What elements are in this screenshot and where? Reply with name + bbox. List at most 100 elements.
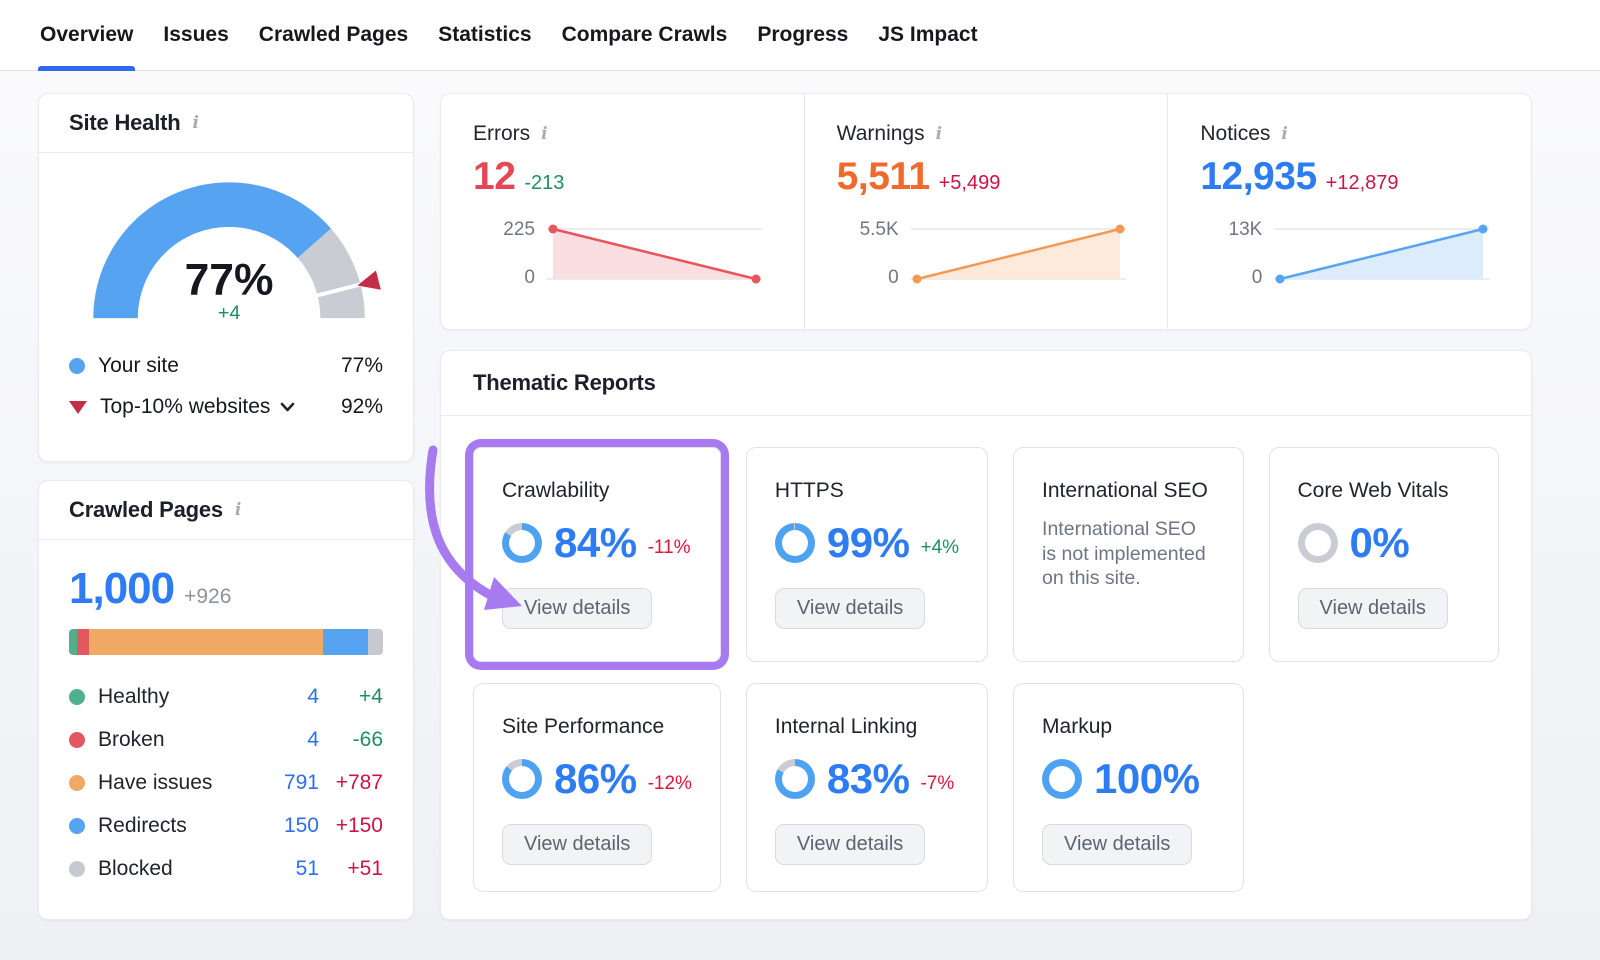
blocked-label: Blocked [98,857,173,880]
issues-summary-card: Errors i 12 -213 225 0 [440,93,1532,330]
crawled-total-change: +926 [184,585,232,608]
legend-row-broken: Broken 4 -66 [69,726,383,754]
warnings-sparkline [910,224,1126,284]
report-card-site-performance: Site Performance 86% -12% View details [473,683,721,892]
international-seo-note: International SEO is not implemented on … [1042,518,1206,589]
crawlability-title: Crawlability [502,479,610,502]
benchmark-label: Top-10% websites [100,395,271,418]
bar-segment-blocked [367,629,383,655]
markup-view-details-button[interactable]: View details [1042,824,1193,865]
legend-row-blocked: Blocked 51 +51 [69,855,383,883]
tab-crawled-pages[interactable]: Crawled Pages [258,23,409,46]
international-seo-title: International SEO [1042,479,1208,502]
errors-y-axis: 225 0 [503,219,535,288]
notices-value: 12,935 [1200,155,1317,198]
tab-overview[interactable]: Overview [38,0,136,71]
errors-section: Errors i 12 -213 225 0 [441,94,804,329]
warnings-value: 5,511 [836,155,930,198]
report-card-international-seo: International SEO International SEO is n… [1013,447,1244,662]
tab-compare-crawls[interactable]: Compare Crawls [561,23,728,46]
redirects-dot-icon [69,818,85,834]
redirects-label: Redirects [98,814,187,837]
benchmark-value: 92% [340,395,383,418]
tab-issues[interactable]: Issues [163,23,229,46]
broken-change: -66 [352,728,383,751]
site-health-gauge: 77% +4 [79,175,389,328]
gauge-benchmark-gap [314,281,364,298]
errors-value: 12 [473,155,516,198]
blocked-value[interactable]: 51 [295,857,319,880]
info-icon[interactable]: i [1281,123,1288,144]
thematic-reports-card: Thematic Reports Crawlability 84% -11% V… [440,350,1532,920]
healthy-value[interactable]: 4 [307,685,319,708]
core-web-vitals-view-details-button[interactable]: View details [1297,588,1448,629]
gauge-score: 77% [185,255,274,304]
info-icon[interactable]: i [234,499,242,520]
warnings-title: Warnings [836,122,925,145]
have-issues-value[interactable]: 791 [283,771,319,794]
markup-donut [1042,759,1083,799]
site-performance-view-details-button[interactable]: View details [502,824,653,865]
notices-section: Notices i 12,935 +12,879 13K 0 [1167,94,1531,329]
redirects-change: +150 [335,814,383,837]
tab-progress[interactable]: Progress [757,23,849,46]
crawlability-change: -11% [647,537,691,558]
notices-title: Notices [1200,122,1271,145]
core-web-vitals-donut [1297,523,1338,563]
gauge-change: +4 [218,302,241,324]
report-card-https: HTTPS 99% +4% View details [745,447,989,662]
site-health-title: Site Health [69,110,181,135]
notices-sparkline [1274,224,1490,284]
crawled-pages-legend: Healthy 4 +4 Broken 4 -66 Have issues 79… [69,683,383,883]
gauge-value-arc [93,182,365,319]
crawled-pages-card: Crawled Pages i 1,000 +926 Healthy 4 + [38,480,414,920]
report-card-markup: Markup 100% View details [1013,683,1244,892]
internal-linking-percent: 83% [826,755,910,802]
tab-statistics[interactable]: Statistics [438,23,532,46]
site-performance-donut [502,759,542,799]
thematic-reports-title: Thematic Reports [473,370,656,395]
internal-linking-donut [774,759,815,799]
site-performance-percent: 86% [554,755,637,802]
redirects-value[interactable]: 150 [283,814,319,837]
gauge-benchmark-marker [357,270,381,290]
your-site-value: 77% [340,354,383,377]
markup-percent: 100% [1094,755,1200,802]
internal-linking-title: Internal Linking [774,715,918,738]
crawlability-view-details-button[interactable]: View details [502,588,653,629]
legend-row-redirects: Redirects 150 +150 [69,812,383,840]
your-site-dot-icon [69,358,85,374]
broken-value[interactable]: 4 [307,728,319,751]
thematic-reports-grid: Crawlability 84% -11% View details HTTPS… [473,447,1499,892]
your-site-label: Your site [98,354,179,377]
info-icon[interactable]: i [192,112,199,133]
bar-segment-have-issues [88,629,324,655]
tab-js-impact[interactable]: JS Impact [878,23,978,46]
notices-y-axis: 13K 0 [1228,219,1263,288]
legend-row-your-site: Your site 77% [69,350,383,382]
bar-segment-redirects [323,629,368,655]
legend-row-have-issues: Have issues 791 +787 [69,769,383,797]
legend-row-benchmark[interactable]: Top-10% websites 92% [69,391,383,423]
healthy-dot-icon [69,689,85,705]
bar-segment-broken [77,629,89,655]
chevron-down-icon[interactable] [280,402,295,412]
internal-linking-view-details-button[interactable]: View details [774,824,926,865]
info-icon[interactable]: i [935,123,943,144]
core-web-vitals-title: Core Web Vitals [1297,479,1449,502]
healthy-change: +4 [359,685,383,708]
warnings-change: +5,499 [938,172,1001,194]
broken-label: Broken [98,728,165,751]
warnings-y-axis: 5.5K 0 [859,219,899,288]
site-health-header: Site Health i [39,94,413,153]
blocked-dot-icon [69,861,85,877]
https-title: HTTPS [774,479,844,502]
errors-title: Errors [473,122,531,145]
https-change: +4% [920,537,960,558]
crawled-pages-body: 1,000 +926 Healthy 4 +4 Broken [39,540,413,883]
https-view-details-button[interactable]: View details [774,588,926,629]
site-performance-change: -12% [647,773,692,794]
site-performance-title: Site Performance [502,715,665,738]
info-icon[interactable]: i [541,123,548,144]
